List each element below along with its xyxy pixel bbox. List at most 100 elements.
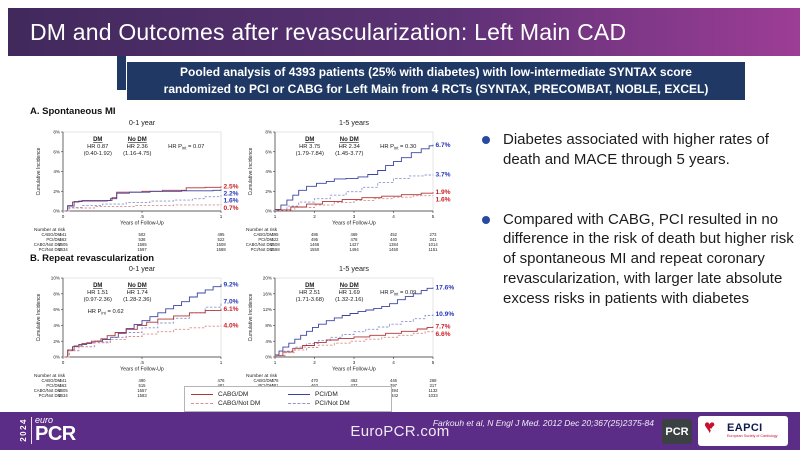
svg-text:481: 481 bbox=[218, 383, 226, 388]
svg-text:1.6%: 1.6% bbox=[436, 196, 451, 203]
svg-text:20%: 20% bbox=[263, 276, 272, 281]
svg-text:(1.28-2.36): (1.28-2.36) bbox=[123, 297, 151, 303]
legend-line-pci-dm bbox=[288, 394, 310, 395]
svg-text:1.6%: 1.6% bbox=[224, 198, 239, 205]
svg-text:(1.79-7.84): (1.79-7.84) bbox=[296, 151, 324, 157]
svg-text:4: 4 bbox=[392, 214, 395, 219]
svg-text:CABG/Not DM: CABG/Not DM bbox=[34, 242, 62, 247]
svg-text:4: 4 bbox=[392, 360, 395, 365]
svg-text:0%: 0% bbox=[265, 355, 272, 360]
svg-text:PCI/DM: PCI/DM bbox=[46, 237, 61, 242]
svg-text:522: 522 bbox=[272, 237, 280, 242]
bullet-dot-icon bbox=[482, 215, 490, 224]
svg-text:CABG/Not DM: CABG/Not DM bbox=[246, 242, 274, 247]
svg-text:6%: 6% bbox=[265, 149, 272, 154]
svg-text:0.7%: 0.7% bbox=[224, 205, 239, 212]
svg-text:Years of Follow-Up: Years of Follow-Up bbox=[120, 367, 164, 373]
svg-text:HR 1.74: HR 1.74 bbox=[127, 290, 149, 296]
svg-text:541: 541 bbox=[60, 378, 68, 383]
svg-text:1583: 1583 bbox=[137, 393, 147, 398]
svg-text:No DM: No DM bbox=[128, 283, 147, 289]
svg-text:PCI/Not DM: PCI/Not DM bbox=[39, 393, 62, 398]
legend-label-cabg-dm: CABG/DM bbox=[218, 391, 249, 398]
svg-text:6%: 6% bbox=[53, 149, 60, 154]
svg-text:1132: 1132 bbox=[428, 388, 438, 393]
svg-text:1508: 1508 bbox=[216, 242, 226, 247]
svg-text:Cumulative Incidence: Cumulative Incidence bbox=[248, 293, 254, 341]
svg-text:4.0%: 4.0% bbox=[224, 322, 239, 329]
citation-text: Farkouh et al, N Engl J Med. 2012 Dec 20… bbox=[432, 418, 654, 428]
svg-text:1634: 1634 bbox=[58, 247, 68, 252]
svg-text:1605: 1605 bbox=[58, 388, 68, 393]
svg-text:HR 1.51: HR 1.51 bbox=[87, 290, 108, 296]
svg-text:PCI/Not DM: PCI/Not DM bbox=[251, 247, 274, 252]
svg-text:0%: 0% bbox=[53, 355, 60, 360]
svg-text:1: 1 bbox=[274, 214, 277, 219]
legend-label-pci-dm: PCI/DM bbox=[315, 391, 338, 398]
pcr-badge-logo: PCR bbox=[662, 419, 692, 444]
svg-text:495: 495 bbox=[218, 232, 226, 237]
svg-text:1033: 1033 bbox=[428, 393, 438, 398]
svg-text:(1.71-3.68): (1.71-3.68) bbox=[296, 297, 324, 303]
svg-text:Cumulative Incidence: Cumulative Incidence bbox=[248, 147, 254, 195]
svg-text:536: 536 bbox=[139, 237, 147, 242]
svg-text:7.0%: 7.0% bbox=[224, 299, 239, 306]
svg-text:522: 522 bbox=[218, 237, 226, 242]
panel-b-label: B. Repeat revascularization bbox=[30, 253, 155, 264]
svg-text:HR Pint = 0.07: HR Pint = 0.07 bbox=[168, 144, 204, 150]
svg-text:1550: 1550 bbox=[310, 247, 320, 252]
svg-text:Years of Follow-Up: Years of Follow-Up bbox=[332, 367, 376, 373]
svg-text:495: 495 bbox=[272, 232, 280, 237]
svg-text:HR 2.34: HR 2.34 bbox=[339, 144, 361, 150]
key-points: Diabetes associated with higher rates of… bbox=[482, 130, 794, 309]
svg-text:541: 541 bbox=[60, 232, 68, 237]
svg-text:1508: 1508 bbox=[270, 242, 280, 247]
svg-text:1014: 1014 bbox=[428, 242, 438, 247]
svg-text:5: 5 bbox=[432, 360, 435, 365]
svg-text:CABG/Not DM: CABG/Not DM bbox=[34, 388, 62, 393]
svg-text:1151: 1151 bbox=[428, 247, 438, 252]
svg-text:10%: 10% bbox=[51, 276, 60, 281]
chart-spontaneous-mi-0-1yr: 0-1 year Cumulative Incidence 0% 2% 4% 6% 8% 0.… bbox=[33, 116, 248, 256]
svg-text:Number at risk: Number at risk bbox=[34, 373, 66, 379]
page-title: DM and Outcomes after revascularization:… bbox=[30, 18, 627, 45]
svg-text:7.7%: 7.7% bbox=[436, 324, 451, 331]
eapci-tagline-text: European Society of Cardiology bbox=[727, 434, 778, 439]
svg-text:515: 515 bbox=[139, 383, 147, 388]
svg-text:0%: 0% bbox=[265, 209, 272, 214]
svg-text:HR Pint = 0.30: HR Pint = 0.30 bbox=[380, 144, 416, 150]
svg-text:1494: 1494 bbox=[349, 247, 359, 252]
svg-text:495: 495 bbox=[311, 237, 319, 242]
svg-text:437: 437 bbox=[351, 383, 359, 388]
svg-text:1588: 1588 bbox=[270, 247, 280, 252]
svg-text:4%: 4% bbox=[265, 169, 272, 174]
svg-text:HR 0.87: HR 0.87 bbox=[87, 144, 108, 150]
svg-text:17.6%: 17.6% bbox=[436, 284, 455, 291]
slide-header: DM and Outcomes after revascularization:… bbox=[8, 8, 800, 56]
svg-text:3: 3 bbox=[353, 214, 356, 219]
eapci-name-text: EAPCI bbox=[727, 421, 763, 434]
svg-text:(1.16-4.75): (1.16-4.75) bbox=[123, 151, 151, 157]
svg-text:273: 273 bbox=[430, 232, 438, 237]
svg-text:0-1 year: 0-1 year bbox=[129, 264, 156, 273]
svg-text:1605: 1605 bbox=[58, 242, 68, 247]
svg-text:9.2%: 9.2% bbox=[224, 281, 239, 288]
svg-text:6.1%: 6.1% bbox=[224, 306, 239, 313]
svg-text:490: 490 bbox=[139, 378, 147, 383]
legend-label-cabg-not-dm: CABG/Not DM bbox=[218, 400, 261, 407]
svg-text:1557: 1557 bbox=[137, 388, 147, 393]
svg-text:HR 1.69: HR 1.69 bbox=[339, 290, 360, 296]
svg-text:5: 5 bbox=[432, 214, 435, 219]
eapci-logo: ♥ ✓ EAPCI European Society of Cardiology bbox=[698, 416, 788, 446]
svg-text:0: 0 bbox=[62, 360, 65, 365]
svg-text:10.9%: 10.9% bbox=[436, 311, 455, 318]
svg-text:1384: 1384 bbox=[389, 242, 399, 247]
svg-text:2.2%: 2.2% bbox=[224, 191, 239, 198]
summary-banner: Pooled analysis of 4393 patients (25% wi… bbox=[127, 62, 745, 100]
europcr-logo-divider bbox=[31, 416, 32, 444]
svg-text:1597: 1597 bbox=[137, 247, 147, 252]
legend-line-cabg-not-dm bbox=[191, 403, 213, 404]
svg-text:6.7%: 6.7% bbox=[436, 142, 451, 149]
svg-text:440: 440 bbox=[390, 237, 398, 242]
